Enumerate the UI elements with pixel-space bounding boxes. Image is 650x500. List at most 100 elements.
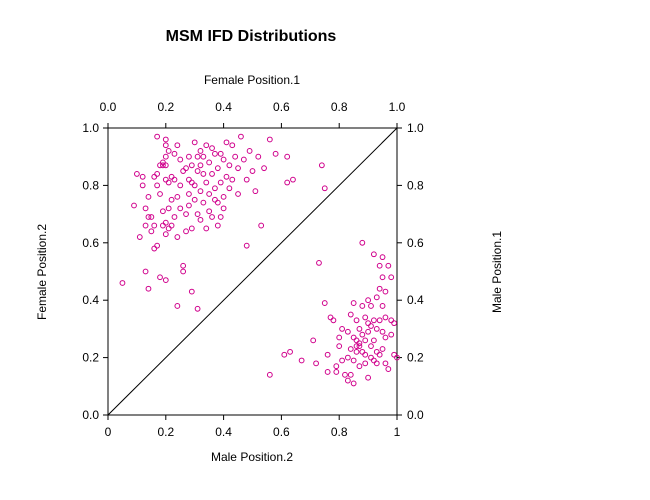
top-tick-label: 0.2 — [157, 100, 174, 114]
left-tick-label: 0.2 — [82, 351, 99, 365]
scatter-point — [350, 334, 357, 341]
left-tick-label: 0.0 — [82, 408, 99, 422]
scatter-point — [373, 348, 380, 355]
scatter-point — [223, 173, 230, 180]
scatter-point — [266, 371, 273, 378]
scatter-point — [160, 162, 166, 169]
scatter-point — [379, 328, 386, 335]
scatter-point — [376, 285, 383, 292]
scatter-point — [171, 176, 178, 183]
scatter-point — [321, 185, 328, 192]
scatter-point — [194, 153, 201, 160]
scatter-point — [243, 242, 250, 249]
scatter-point — [162, 231, 169, 238]
scatter-point — [162, 136, 169, 143]
scatter-point — [134, 171, 140, 177]
scatter-point — [171, 150, 178, 157]
scatter-point — [379, 274, 386, 281]
bottom-tick-label: 0.2 — [157, 425, 174, 439]
scatter-point — [145, 285, 152, 292]
scatter-point — [238, 133, 244, 140]
scatter-point — [174, 234, 181, 240]
scatter-point — [249, 168, 256, 174]
scatter-point — [177, 156, 184, 163]
scatter-point — [373, 360, 380, 367]
scatter-point — [359, 331, 366, 338]
scatter-point — [212, 185, 218, 192]
scatter-point — [214, 165, 221, 172]
scatter-point — [217, 179, 224, 186]
scatter-point — [162, 176, 169, 183]
scatter-point — [356, 340, 363, 347]
scatter-point — [206, 159, 213, 166]
scatter-point — [183, 228, 189, 235]
scatter-point — [362, 314, 369, 321]
scatter-point — [148, 228, 155, 235]
scatter-point — [186, 153, 192, 160]
right-tick-label: 0.4 — [407, 293, 424, 307]
bottom-tick-label: 0.8 — [331, 425, 348, 439]
scatter-point — [180, 262, 187, 269]
scatter-point — [368, 343, 374, 350]
scatter-point — [342, 371, 348, 378]
scatter-point — [235, 165, 241, 172]
scatter-point — [214, 199, 221, 206]
scatter-point — [203, 225, 210, 232]
scatter-point — [212, 196, 218, 203]
scatter-point — [324, 369, 331, 375]
scatter-point — [356, 326, 363, 332]
left-tick-label: 0.4 — [82, 293, 99, 307]
scatter-point — [310, 337, 317, 344]
scatter-point — [382, 288, 389, 295]
scatter-point — [226, 162, 233, 169]
scatter-point — [145, 214, 152, 220]
right-tick-label: 0.2 — [407, 351, 424, 365]
scatter-point — [272, 150, 279, 157]
scatter-point — [209, 145, 215, 151]
scatter-point — [174, 142, 181, 149]
scatter-point — [365, 320, 372, 327]
top-tick-label: 0.4 — [215, 100, 232, 114]
scatter-point — [385, 366, 392, 372]
scatter-point — [223, 139, 230, 146]
left-tick-label: 1.0 — [82, 121, 99, 135]
right-tick-label: 0.0 — [407, 408, 424, 422]
top-tick-label: 0.6 — [273, 100, 290, 114]
scatter-point — [220, 193, 227, 200]
bottom-tick-label: 0.4 — [215, 425, 232, 439]
scatter-point — [136, 234, 143, 240]
scatter-point — [197, 162, 204, 169]
scatter-point — [119, 280, 126, 286]
scatter-point — [186, 202, 192, 209]
scatter-point — [266, 136, 273, 143]
scatter-point — [142, 222, 149, 229]
scatter-point — [160, 159, 166, 166]
scatter-point — [347, 346, 354, 352]
scatter-point — [165, 179, 172, 186]
diagonal-reference-line — [107, 127, 398, 416]
scatter-point — [365, 328, 372, 335]
scatter-point — [336, 334, 343, 341]
right-tick-label: 0.6 — [407, 236, 424, 250]
scatter-point — [151, 245, 158, 252]
scatter-point — [353, 317, 360, 324]
scatter-point — [160, 208, 166, 215]
scatter-point — [209, 171, 215, 177]
scatter-point — [324, 351, 331, 358]
scatter-point — [220, 205, 227, 212]
scatter-point — [362, 351, 369, 358]
scatter-point — [217, 214, 224, 220]
scatter-point — [347, 311, 354, 318]
scatter-point — [318, 162, 325, 169]
scatter-point — [353, 337, 360, 344]
scatter-point — [365, 297, 372, 304]
scatter-point — [197, 188, 204, 195]
scatter-point — [220, 156, 227, 163]
scatter-point — [344, 328, 351, 335]
bottom-tick-label: 0.6 — [273, 425, 290, 439]
scatter-point — [362, 337, 369, 344]
scatter-point — [379, 254, 386, 261]
scatter-point — [336, 343, 343, 350]
scatter-point — [382, 360, 389, 367]
scatter-point — [191, 182, 198, 189]
